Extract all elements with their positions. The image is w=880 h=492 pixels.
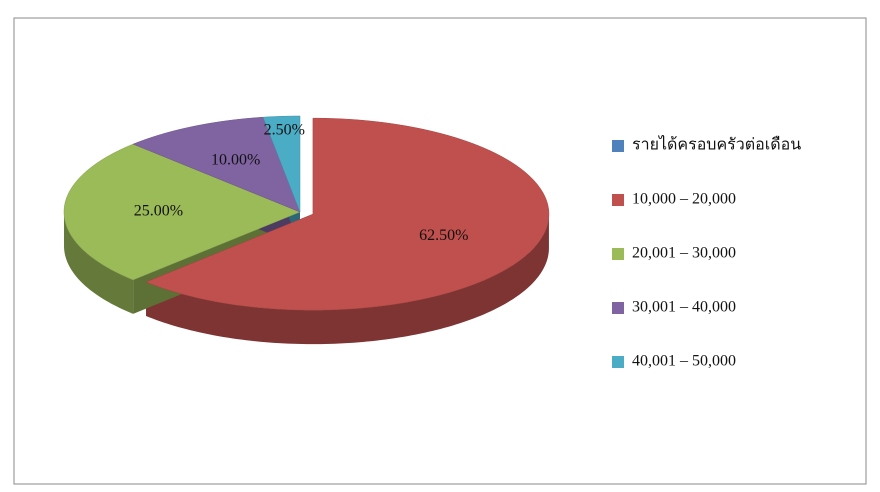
legend-swatch <box>612 194 624 206</box>
legend-label: 40,001 – 50,000 <box>632 353 736 370</box>
slice <box>262 115 301 213</box>
legend-label: 20,001 – 30,000 <box>632 245 736 262</box>
slice <box>63 143 301 281</box>
legend-swatch <box>612 248 624 260</box>
legend: รายได้ครอบครัวต่อเดือน 10,000 – 20,000 20,… <box>612 135 801 370</box>
data-label: 2.50% <box>264 121 305 138</box>
legend-swatch <box>612 140 624 152</box>
slice-side <box>146 214 549 345</box>
slice-side <box>64 212 134 314</box>
data-label: 25.00% <box>134 203 183 220</box>
legend-label: 30,001 – 40,000 <box>632 299 736 316</box>
legend-swatch <box>612 356 624 368</box>
legend-swatch <box>612 302 624 314</box>
data-label: 10.00% <box>211 151 260 168</box>
data-label: 62.50% <box>419 227 468 244</box>
legend-label: 10,000 – 20,000 <box>632 191 736 208</box>
pie: 62.50% 25.00% 10.00%2.50% <box>63 115 550 345</box>
legend-label: รายได้ครอบครัวต่อเดือน <box>632 135 801 154</box>
slice <box>145 117 550 311</box>
slice <box>132 116 301 213</box>
